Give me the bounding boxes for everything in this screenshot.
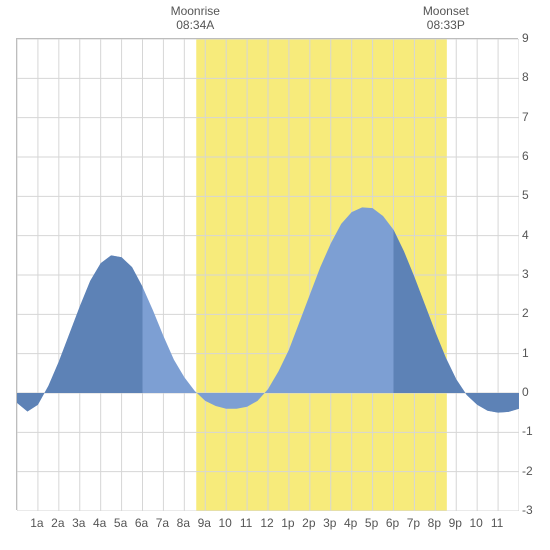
- x-tick-label: 9a: [198, 516, 211, 530]
- y-tick-label: 2: [522, 306, 529, 320]
- y-tick-label: 7: [522, 110, 529, 124]
- moonset-annotation: Moonset 08:33P: [423, 4, 469, 33]
- x-tick-label: 9p: [449, 516, 462, 530]
- x-tick-label: 8p: [428, 516, 441, 530]
- x-tick-label: 8a: [177, 516, 190, 530]
- x-tick-label: 7a: [156, 516, 169, 530]
- y-tick-label: 5: [522, 188, 529, 202]
- y-tick-label: 0: [522, 385, 529, 399]
- x-tick-label: 11: [491, 516, 503, 530]
- x-tick-label: 3a: [72, 516, 85, 530]
- plot-svg: [17, 39, 519, 511]
- y-axis-labels: -3-2-10123456789: [522, 38, 550, 510]
- moonset-time: 08:33P: [423, 18, 469, 32]
- y-tick-label: 1: [522, 346, 529, 360]
- moonrise-annotation: Moonrise 08:34A: [171, 4, 220, 33]
- x-tick-label: 4p: [344, 516, 357, 530]
- y-tick-label: -1: [522, 424, 533, 438]
- plot-area: [16, 38, 518, 510]
- moonset-title: Moonset: [423, 4, 469, 18]
- x-tick-label: 3p: [323, 516, 336, 530]
- x-axis-labels: 1a 2a 3a 4a 5a 6a 7a 8a 9a 10 11 12 1p 2p 3p 4p 5p 6p 7p 8p…: [16, 516, 518, 536]
- moonrise-title: Moonrise: [171, 4, 220, 18]
- x-tick-label: 5a: [114, 516, 127, 530]
- x-tick-label: 12: [260, 516, 273, 530]
- y-tick-label: 9: [522, 31, 529, 45]
- x-tick-label: 2p: [302, 516, 315, 530]
- y-tick-label: 8: [522, 70, 529, 84]
- x-tick-label: 6a: [135, 516, 148, 530]
- y-tick-label: 3: [522, 267, 529, 281]
- x-tick-label: 4a: [93, 516, 106, 530]
- x-tick-label: 1a: [30, 516, 43, 530]
- x-tick-label: 6p: [386, 516, 399, 530]
- y-tick-label: 4: [522, 228, 529, 242]
- y-tick-label: -3: [522, 503, 533, 517]
- x-tick-label: 10: [218, 516, 231, 530]
- x-tick-label: 2a: [51, 516, 64, 530]
- moonrise-time: 08:34A: [171, 18, 220, 32]
- y-tick-label: -2: [522, 464, 533, 478]
- tide-moon-chart: Moonrise 08:34A Moonset 08:33P -3-2-1012…: [0, 0, 550, 550]
- x-tick-label: 5p: [365, 516, 378, 530]
- x-tick-label: 7p: [407, 516, 420, 530]
- x-tick-label: 11: [240, 516, 252, 530]
- chart-annotations: Moonrise 08:34A Moonset 08:33P: [0, 4, 550, 38]
- y-tick-label: 6: [522, 149, 529, 163]
- x-tick-label: 10: [469, 516, 482, 530]
- x-tick-label: 1p: [281, 516, 294, 530]
